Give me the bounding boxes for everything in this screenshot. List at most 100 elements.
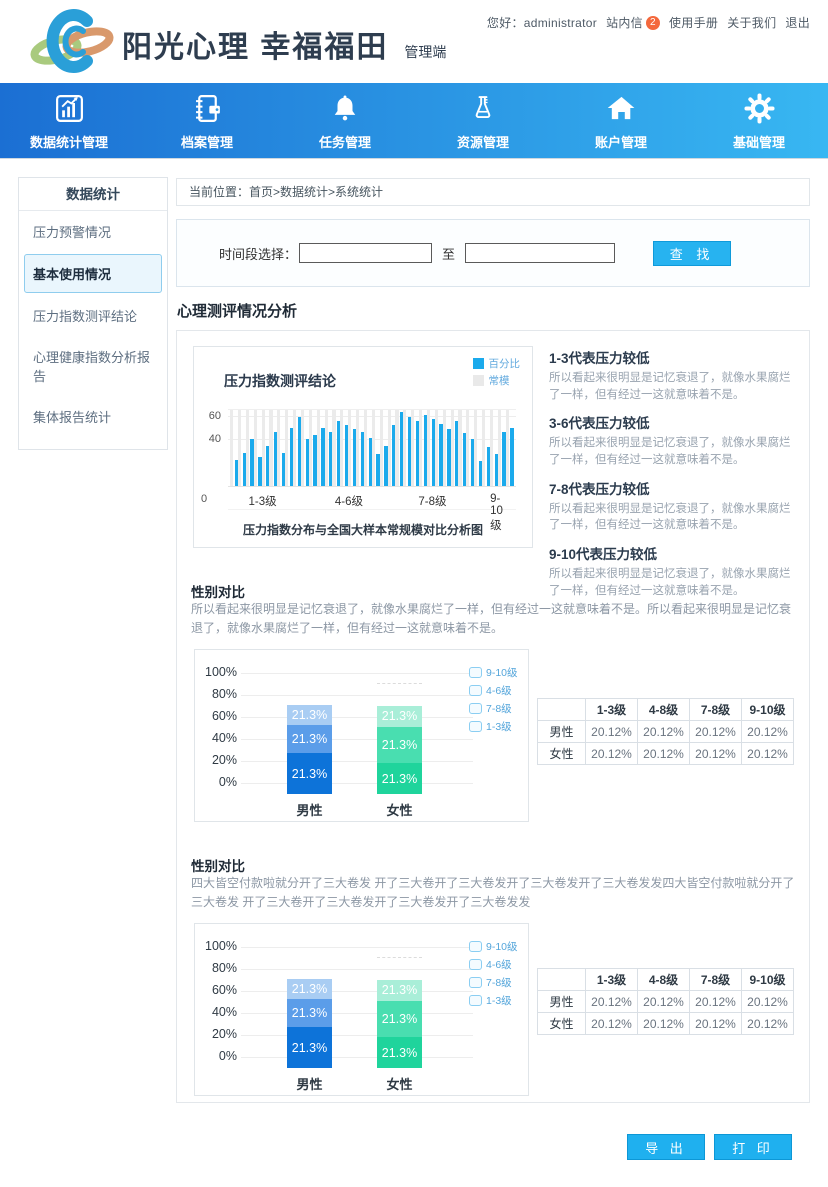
bar-segment: 21.3% — [287, 753, 332, 794]
norm-bar — [482, 410, 486, 486]
bar-pair — [340, 410, 349, 486]
table-cell: 20.12% — [637, 742, 690, 765]
legend-checkbox[interactable] — [469, 941, 482, 952]
stacked-bar: 21.3% 21.3% 21.3% — [377, 980, 422, 1068]
legend-swatch — [472, 375, 484, 386]
user-link-2[interactable]: 关于我们 — [727, 14, 776, 31]
bar-chart-icon — [53, 90, 86, 126]
bar-pair — [371, 410, 380, 486]
chart-title: 压力指数测评结论 — [224, 373, 336, 389]
nav-item-label: 账户管理 — [594, 135, 647, 150]
sidebar-item-1[interactable]: 基本使用情况 — [24, 254, 162, 293]
table-cell: 20.12% — [689, 742, 742, 765]
bar-chart-xlabels: 0 1-3级 4-6级 7-8级 9-10级 — [201, 493, 516, 532]
print-button[interactable]: 打 印 — [714, 1134, 792, 1160]
percent-bar — [289, 427, 293, 486]
bar-pair — [348, 410, 356, 486]
stacked-chart-legend: 9-10级 4-6级 7-8级 1-3级 — [469, 665, 525, 737]
table-cell: 20.12% — [689, 990, 742, 1013]
search-button[interactable]: 查 找 — [653, 240, 732, 266]
legend-label: 常模 — [488, 375, 510, 387]
table-header-row: 1-3级 4-8级 7-8级 9-10级 — [537, 968, 794, 991]
gender-table: 1-3级 4-8级 7-8级 9-10级 男性 20.12% 20.12% 20.12% 20.… — [537, 698, 794, 765]
gender-section-paragraph: 所以看起来很明显是记忆衰退了，就像水果腐烂了一样，但有经过一这就意味着不是。所以… — [191, 602, 792, 635]
legend-checkbox[interactable] — [469, 703, 482, 714]
date-end-input[interactable] — [465, 243, 616, 263]
legend-item: 9-10级 — [469, 665, 525, 680]
legend-checkbox[interactable] — [469, 721, 482, 732]
percent-bar — [502, 432, 506, 486]
sidebar-item-0[interactable]: 压力预警情况 — [33, 225, 112, 240]
legend-checkbox[interactable] — [469, 995, 482, 1006]
bar-chart-plot: 60 40 — [209, 409, 516, 487]
percent-bar — [447, 428, 451, 486]
analysis-block: 9-10代表压力较低 所以看起来很明显是记忆衰退了，就像水果腐烂了一样，但有经过一… — [549, 543, 801, 599]
norm-bar — [332, 410, 336, 486]
gridline — [241, 991, 473, 992]
legend-checkbox[interactable] — [469, 959, 482, 970]
bar-pair — [293, 410, 301, 486]
bar-pair — [466, 410, 475, 486]
norm-bar — [316, 410, 320, 486]
user-link-label: 站内信 — [606, 16, 643, 30]
norm-marker-line — [377, 682, 422, 684]
stacked-chart-legend: 9-10级 4-6级 7-8级 1-3级 — [469, 939, 525, 1011]
percent-bar — [242, 453, 246, 486]
analysis-block: 3-6代表压力较低 所以看起来很明显是记忆衰退了，就像水果腐烂了一样，但有经过一这… — [549, 412, 801, 468]
archive-icon — [191, 90, 224, 126]
legend-checkbox[interactable] — [469, 977, 482, 988]
norm-bar — [419, 410, 423, 486]
gender-section-heading: 性别对比 — [191, 859, 245, 874]
legend-label: 1-3级 — [486, 995, 512, 1007]
nav-item-0[interactable]: 数据统计管理 — [0, 83, 138, 158]
y-axis-tick: 80% — [211, 687, 237, 701]
stacked-bar: 21.3% 21.3% 21.3% — [287, 704, 332, 794]
date-start-input[interactable] — [299, 243, 433, 263]
table-cell: 20.12% — [741, 720, 794, 743]
user-link-3[interactable]: 退出 — [785, 14, 810, 31]
analysis-block-title: 7-8代表压力较低 — [549, 481, 650, 497]
analysis-block-text: 所以看起来很明显是记忆衰退了，就像水果腐烂了一样，但有经过一这就意味着不是。 — [549, 568, 791, 597]
gridline — [241, 1013, 473, 1014]
bar-pair — [434, 410, 443, 486]
analysis-block: 1-3代表压力较低 所以看起来很明显是记忆衰退了，就像水果腐烂了一样，但有经过一这… — [549, 347, 801, 403]
bar-pair — [230, 410, 238, 486]
row-label-cell: 男性 — [537, 990, 586, 1013]
nav-item-1[interactable]: 档案管理 — [138, 83, 276, 158]
legend-label: 百分比 — [488, 358, 521, 370]
bar-segment: 21.3% — [287, 978, 332, 999]
bar-pair — [261, 410, 270, 486]
gridline — [241, 673, 473, 674]
user-link-0[interactable]: 站内信 2 — [606, 14, 660, 31]
nav-item-3[interactable]: 资源管理 — [414, 83, 552, 158]
sidebar-item-4[interactable]: 集体报告统计 — [33, 410, 112, 425]
norm-bar — [245, 410, 249, 486]
user-link-1[interactable]: 使用手册 — [669, 14, 718, 31]
table-header-cell — [537, 968, 586, 991]
norm-bar — [324, 410, 328, 486]
percent-bar — [360, 432, 364, 486]
legend-checkbox[interactable] — [469, 667, 482, 678]
bar-pair — [387, 410, 396, 486]
bar-pair — [426, 410, 435, 486]
norm-bar — [230, 410, 234, 486]
bar-pair — [308, 410, 317, 486]
norm-bar — [340, 410, 344, 486]
sidebar-item-3[interactable]: 心理健康指数分析报告 — [33, 350, 151, 384]
bar-pair — [363, 410, 372, 486]
nav-item-4[interactable]: 账户管理 — [552, 83, 690, 158]
bar-segment: 21.3% — [287, 1027, 332, 1068]
export-button[interactable]: 导 出 — [627, 1134, 705, 1160]
legend-label: 1-3级 — [486, 721, 512, 733]
flask-icon — [468, 90, 498, 126]
table-header-cell: 9-10级 — [741, 968, 794, 991]
norm-bar — [371, 410, 375, 486]
percent-bar — [478, 461, 482, 486]
bar-category-label: 女性 — [386, 1077, 413, 1092]
nav-item-2[interactable]: 任务管理 — [276, 83, 414, 158]
sidebar-item-2[interactable]: 压力指数测评结论 — [33, 309, 138, 324]
legend-checkbox[interactable] — [469, 685, 482, 696]
y-axis-tick: 20% — [211, 1027, 237, 1041]
table-cell: 20.12% — [741, 1012, 794, 1035]
nav-item-5[interactable]: 基础管理 — [690, 83, 828, 158]
